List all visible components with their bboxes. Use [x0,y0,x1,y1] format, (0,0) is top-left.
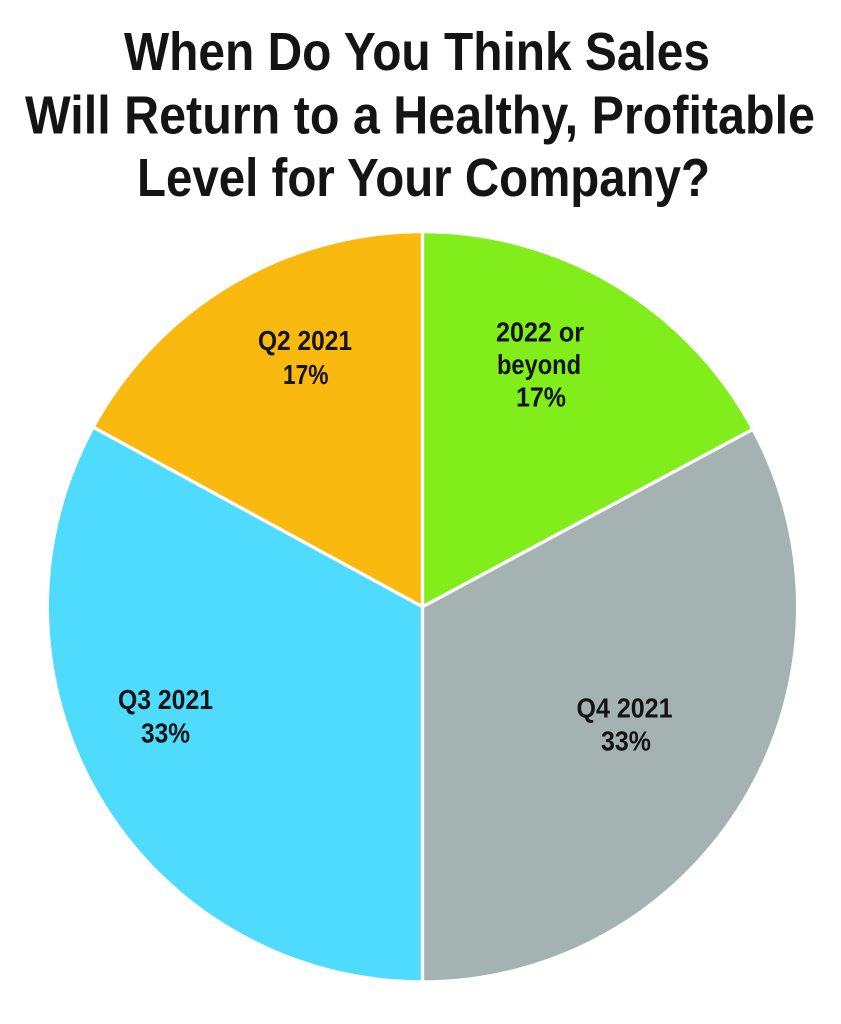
svg-text:17%: 17% [516,382,566,413]
svg-text:33%: 33% [141,718,190,749]
svg-text:Q4 2021: Q4 2021 [577,693,673,724]
svg-text:Level for Your Company?: Level for Your Company? [137,148,710,208]
svg-text:Q2 2021: Q2 2021 [258,325,352,356]
svg-text:beyond: beyond [497,349,581,380]
svg-text:When Do You Think Sales: When Do You Think Sales [124,22,710,82]
svg-text:17%: 17% [283,359,329,390]
svg-text:Will Return to a Healthy, Prof: Will Return to a Healthy, Profitable [25,86,815,146]
svg-text:33%: 33% [601,726,651,757]
svg-text:Q3 2021: Q3 2021 [118,684,213,715]
svg-text:2022 or: 2022 or [496,317,584,348]
